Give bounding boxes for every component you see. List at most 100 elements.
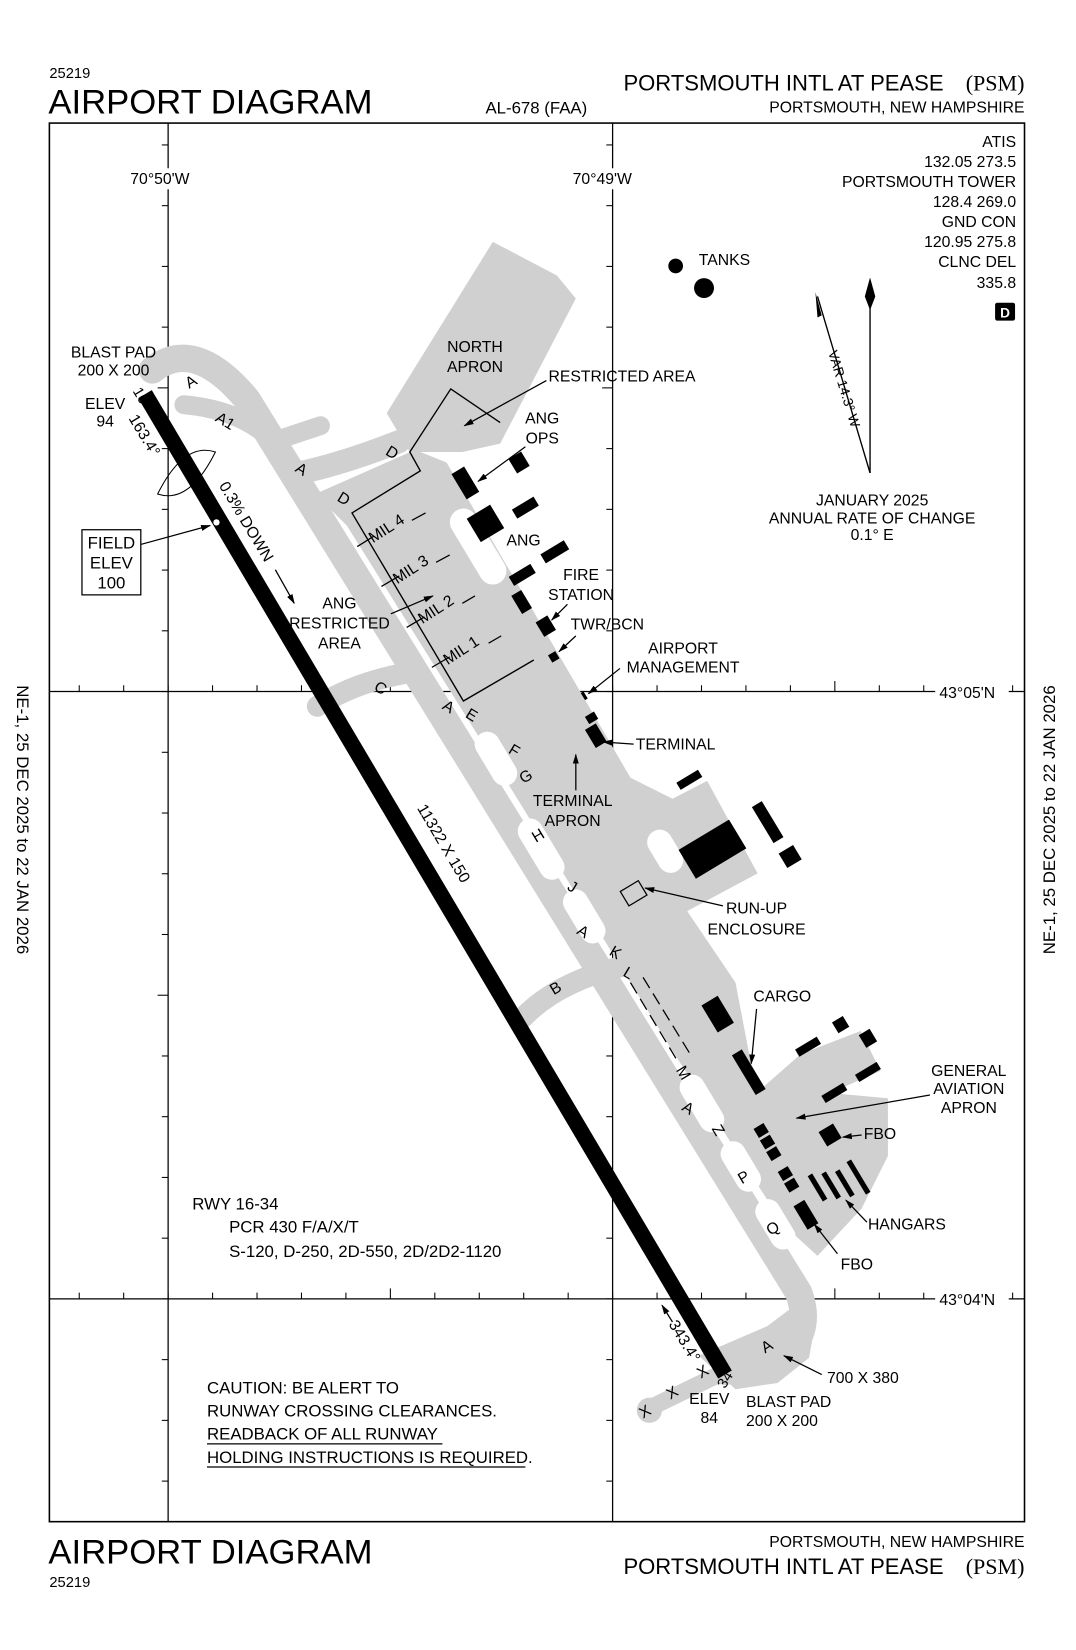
tanks-label: TANKS [699, 252, 750, 269]
footer-airport-id: (PSM) [966, 1554, 1025, 1579]
elev-16-value: 94 [96, 414, 114, 431]
building [508, 563, 536, 586]
blast-pad-16-size: 200 X 200 [78, 362, 150, 379]
building [831, 1015, 850, 1034]
building-fire-station [535, 615, 556, 637]
building [766, 1146, 782, 1162]
ga-apron-label: GENERAL [931, 1063, 1007, 1080]
fbo-label: FBO [841, 1256, 873, 1273]
building-ang-ops [451, 466, 480, 500]
chart-number: 25219 [49, 66, 90, 82]
ang-ops-label: ANG [525, 411, 559, 428]
footer-chart-number: 25219 [49, 1575, 90, 1591]
field-elev-leader [140, 524, 212, 546]
building-airport-management [580, 691, 588, 701]
ang-restricted-label: AREA [318, 635, 361, 652]
blast-pad-34-size: 200 X 200 [746, 1413, 818, 1430]
cargo-label: CARGO [753, 989, 811, 1006]
building-cargo [731, 1049, 766, 1095]
building [778, 844, 802, 869]
pad-size-label: 700 X 380 [827, 1370, 899, 1387]
footer-airport-name: PORTSMOUTH INTL AT PEASE [623, 1554, 943, 1579]
freq-clearance-values: 335.8 [977, 275, 1017, 292]
north-apron [386, 241, 576, 452]
north-apron-label: NORTH [447, 339, 503, 356]
magnetic-rate-label: ANNUAL RATE OF CHANGE [769, 510, 976, 527]
ga-apron-label: APRON [941, 1100, 997, 1117]
taxiway-x-end [636, 1397, 662, 1423]
building [795, 1036, 822, 1057]
ang-restricted-label: RESTRICTED [289, 616, 390, 633]
building-twr-bcn [547, 651, 560, 663]
freq-clearance-label: CLNC DEL [938, 254, 1016, 271]
runway-16-34 [138, 390, 732, 1379]
runway-34-number: 34 [715, 1369, 737, 1391]
freq-ground-label: GND CON [942, 214, 1016, 231]
airport-management-label: MANAGEMENT [627, 660, 740, 677]
building-ang [466, 504, 505, 543]
north-arrow-icon [815, 277, 876, 474]
caution-line: READBACK OF ALL RUNWAY [207, 1425, 438, 1444]
fbo-label: FBO [864, 1126, 896, 1143]
terminal-apron-label: TERMINAL [533, 793, 613, 810]
al-number: AL-678 (FAA) [485, 99, 587, 118]
building [854, 1061, 881, 1083]
building [753, 1123, 769, 1138]
building-hangar [807, 1173, 828, 1202]
run-up-label: ENCLOSURE [708, 921, 806, 938]
ang-label: ANG [506, 532, 540, 549]
ang-restricted-label: ANG [322, 596, 356, 613]
building-terminal [584, 723, 607, 748]
building [511, 589, 533, 614]
caution-line: HOLDING INSTRUCTIONS IS REQUIRED. [207, 1448, 533, 1467]
longitude-east-label: 70°49'W [573, 171, 632, 188]
taxiway-b [512, 956, 631, 1028]
freq-tower-label: PORTSMOUTH TOWER [842, 174, 1016, 191]
freq-atis-values: 132.05 273.5 [924, 154, 1016, 171]
building [858, 1028, 878, 1048]
elev-34-label: ELEV [689, 1391, 730, 1408]
magnetic-variation: VAR 14.3° W [825, 349, 863, 430]
building [508, 451, 530, 474]
runway-pcr: PCR 430 F/A/X/T [229, 1218, 359, 1237]
latitude-south-label: 43°04'N [939, 1292, 995, 1309]
diagram-frame [48, 122, 1026, 1523]
caution-line: CAUTION: BE ALERT TO [207, 1378, 399, 1397]
tank-icon [668, 258, 684, 274]
elev-16-label: ELEV [85, 396, 126, 413]
frequency-block: ATIS 132.05 273.5 PORTSMOUTH TOWER 128.4… [842, 134, 1017, 321]
run-up-enclosure [619, 879, 648, 907]
airport-management-label: AIRPORT [648, 641, 718, 658]
longitude-west-label: 70°50'W [130, 171, 189, 188]
city-state: PORTSMOUTH, NEW HAMPSHIRE [769, 100, 1024, 117]
runway-weight-bearing: S-120, D-250, 2D-550, 2D/2D2-1120 [229, 1242, 501, 1261]
building [751, 801, 784, 844]
blast-pad-16-label: BLAST PAD [71, 344, 156, 361]
freq-atis-label: ATIS [982, 134, 1016, 151]
building [511, 496, 539, 519]
field-elev-label-1: FIELD [88, 534, 136, 553]
blast-pad-34-label: BLAST PAD [746, 1394, 831, 1411]
building [784, 1177, 800, 1193]
restricted-area-label: RESTRICTED AREA [549, 369, 697, 386]
effective-dates-left: NE-1, 25 DEC 2025 to 22 JAN 2026 [13, 685, 32, 954]
hangars-label: HANGARS [868, 1217, 946, 1234]
chart-title: AIRPORT DIAGRAM [48, 84, 372, 122]
building-cargo [701, 995, 734, 1033]
taxiway-d [287, 429, 411, 485]
elev-34-value: 84 [701, 1410, 719, 1427]
freq-tower-values: 128.4 269.0 [933, 194, 1016, 211]
building-hangar [834, 1169, 855, 1198]
field-elev-label-2: ELEV [90, 554, 134, 573]
building-fbo [793, 1199, 819, 1230]
magnetic-date: JANUARY 2025 [816, 493, 929, 510]
airport-name: PORTSMOUTH INTL AT PEASE [623, 71, 943, 96]
restricted-area-boundary [351, 387, 535, 702]
tank-icon [694, 278, 715, 299]
twr-bcn-label: TWR/BCN [571, 617, 645, 634]
d-symbol: D [1000, 305, 1010, 320]
caution-line: RUNWAY CROSSING CLEARANCES. [207, 1402, 497, 1421]
fire-station-label: STATION [548, 587, 614, 604]
terminal-label: TERMINAL [636, 736, 716, 753]
